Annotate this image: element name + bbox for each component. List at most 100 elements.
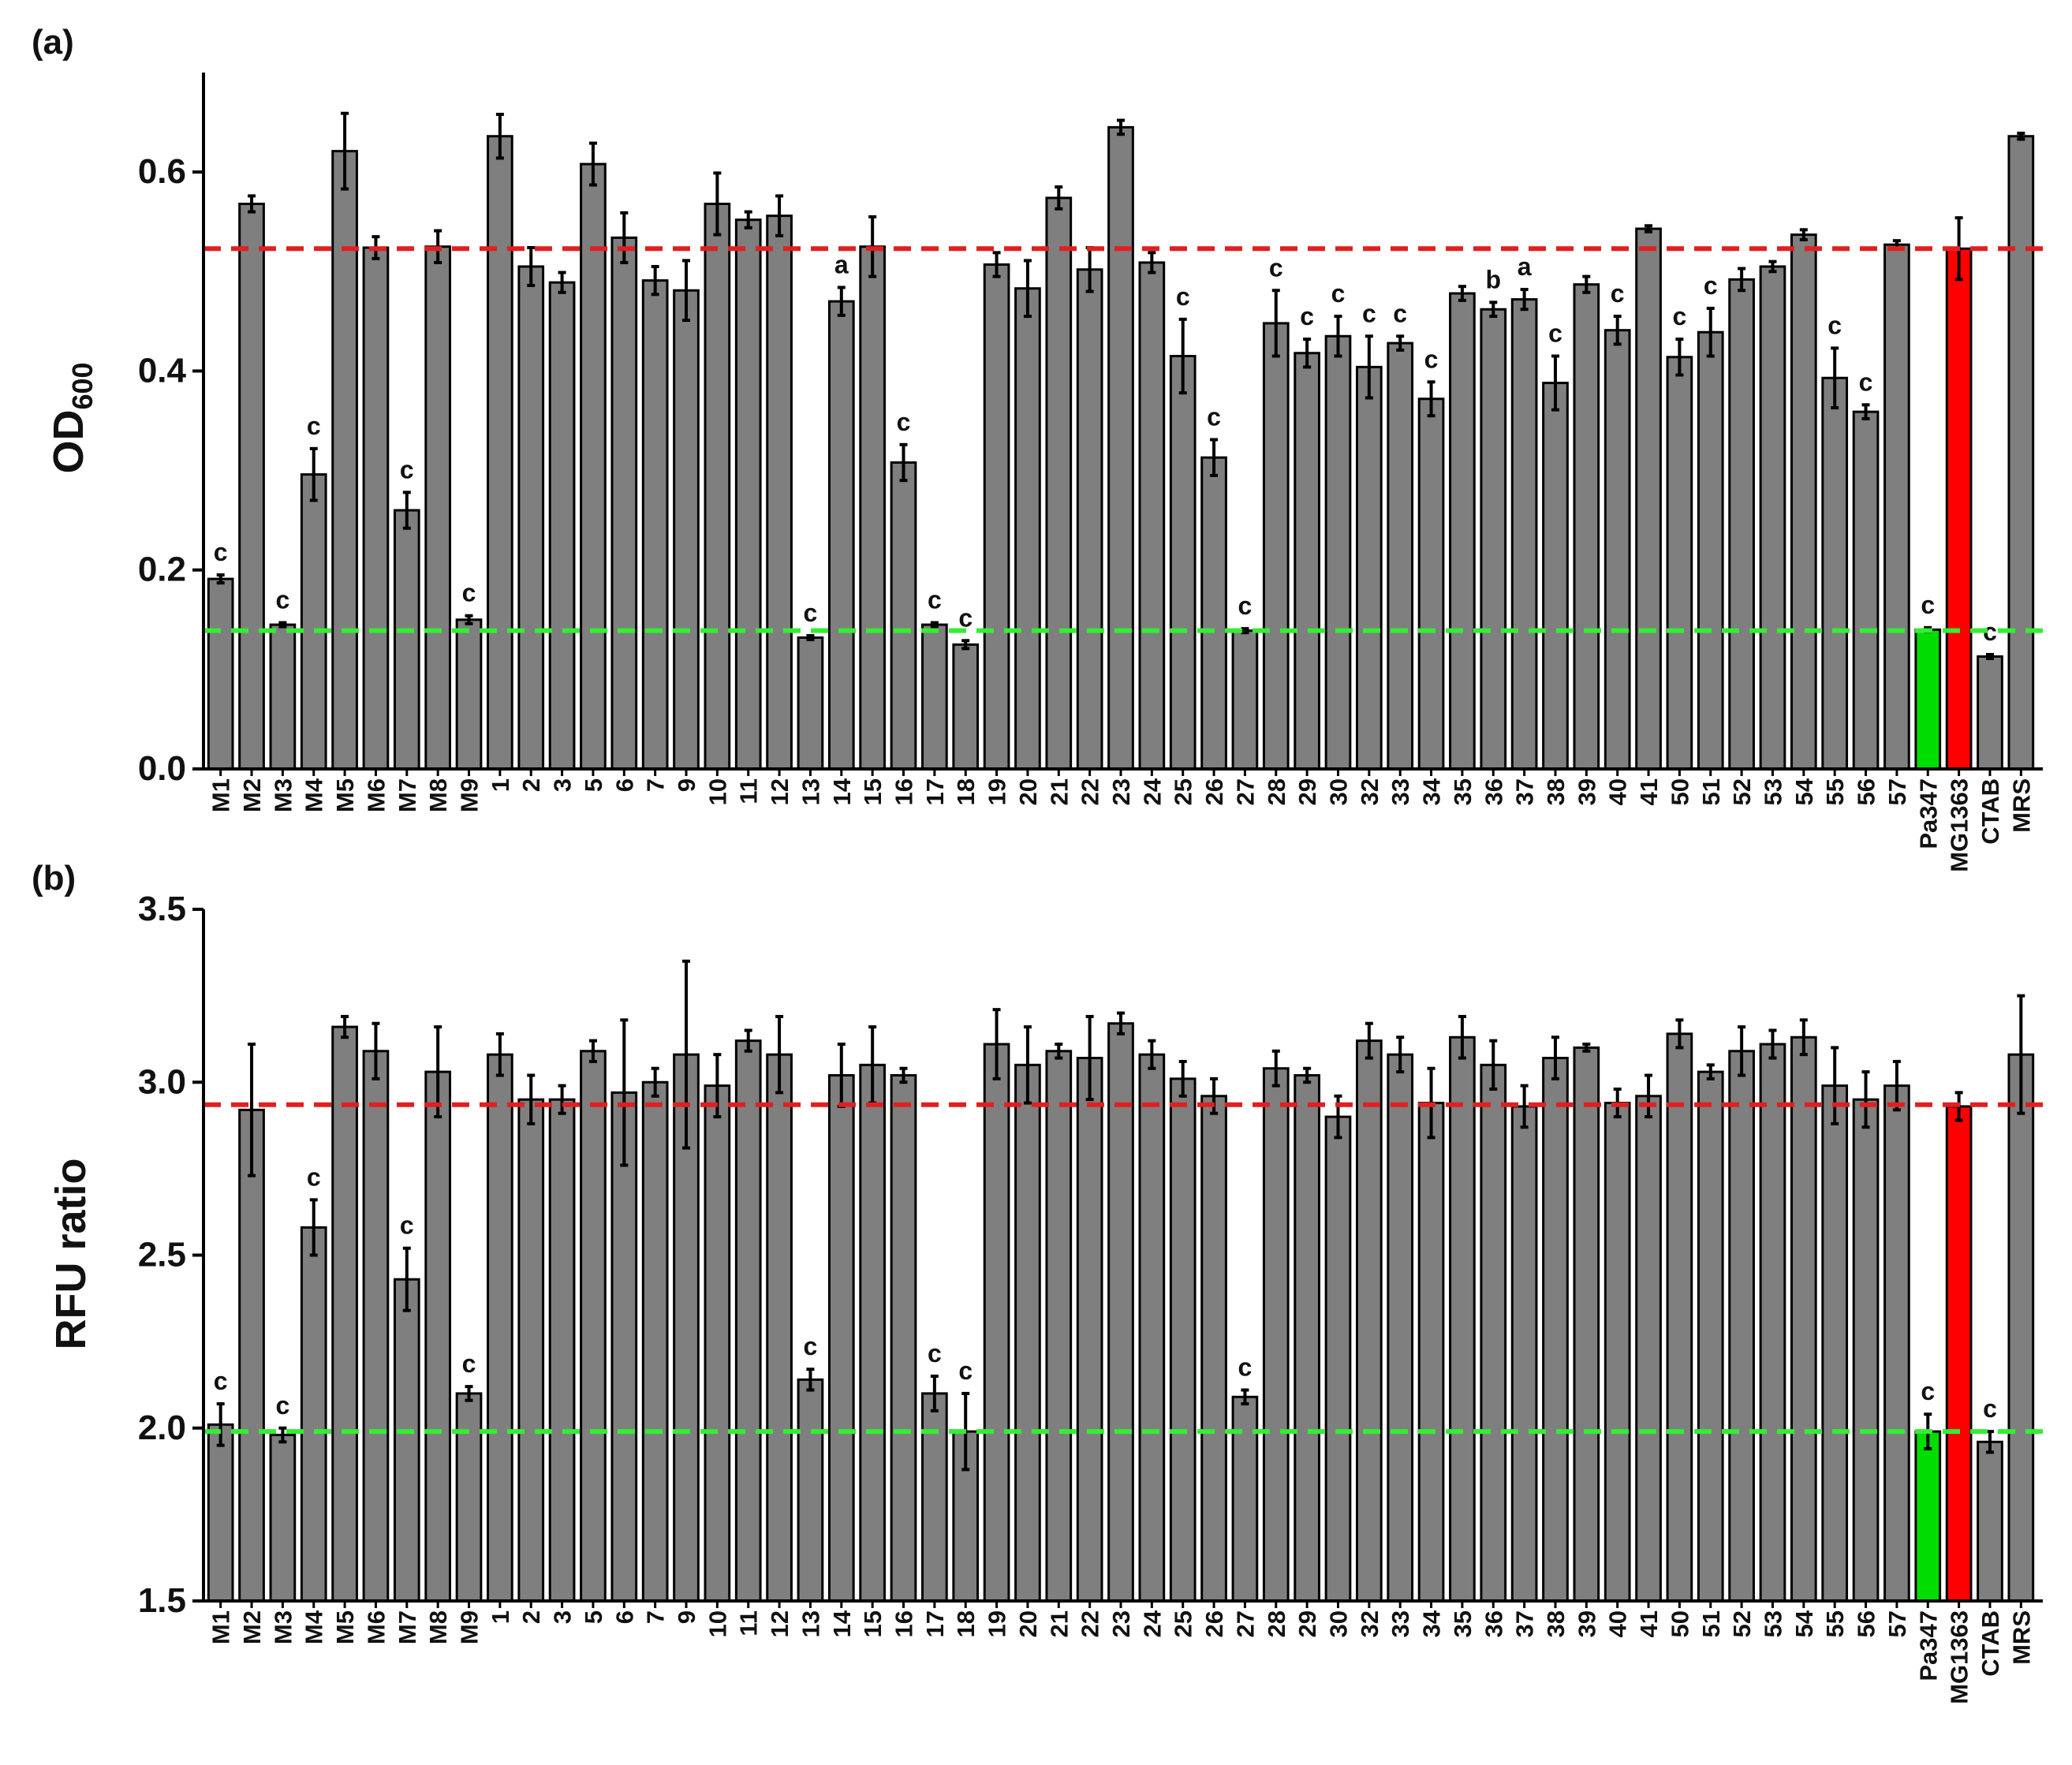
panel-b-bar-1 (487, 1053, 513, 1603)
panel-b-x-tick-label-M6: M6 (362, 1610, 390, 1644)
panel-a-x-tick-label-28: 28 (1263, 778, 1290, 805)
panel-a-x-tick-label-19: 19 (984, 778, 1011, 805)
panel-b-x-tick-label-20: 20 (1014, 1610, 1042, 1637)
panel-b-x-tick-label-17: 17 (921, 1610, 949, 1637)
panel-b-significance-17: c (928, 1339, 942, 1368)
panel-b-y-axis-label: RFU ratio (47, 1159, 95, 1350)
panel-a-bar-13 (797, 636, 824, 771)
panel-a-bar-5 (580, 162, 607, 771)
panel-b-x-tick-label-21: 21 (1045, 1610, 1073, 1637)
panel-a-bar-M4 (300, 473, 327, 771)
panel-a-bar-M9 (455, 618, 483, 771)
panel-b-x-tick-label-57: 57 (1883, 1610, 1911, 1637)
panel-a-bar-M8 (424, 245, 452, 771)
panel-a-significance-51: c (1704, 271, 1718, 300)
panel-a-x-tick-label-23: 23 (1107, 778, 1135, 805)
panel-a-x-tick-label-M4: M4 (301, 778, 328, 812)
panel-b-bar-25 (1169, 1077, 1197, 1603)
panel-a-bar-3 (548, 281, 576, 771)
panel-b-significance-M3: c (275, 1391, 289, 1420)
panel-a-x-tick-label-37: 37 (1511, 778, 1539, 805)
panel-a-bar-1 (487, 135, 513, 771)
panel-a-x-tick-label-17: 17 (921, 778, 949, 805)
panel-a-x-tick-label-6: 6 (610, 778, 638, 792)
panel-a-x-tick-label-29: 29 (1294, 778, 1321, 805)
panel-a-significance-56: c (1859, 368, 1873, 396)
panel-b-x-tick-label-M5: M5 (331, 1610, 359, 1644)
panel-a-x-tick-label-M3: M3 (269, 778, 297, 812)
panel-a-bar-52 (1728, 278, 1755, 771)
panel-b-bar-21 (1045, 1050, 1073, 1603)
panel-b-x-tick-label-5: 5 (580, 1610, 607, 1624)
panel-b-x-tick-label-M7: M7 (394, 1610, 421, 1644)
panel-b-bar-37 (1510, 1105, 1538, 1603)
panel-a-bar-7 (641, 279, 669, 771)
panel-a-bar-Pa347 (1914, 628, 1942, 771)
panel-b-x-tick-label-M8: M8 (424, 1610, 452, 1644)
panel-b-bar-17 (921, 1392, 948, 1603)
panel-a-bar-23 (1107, 125, 1134, 771)
panel-a-significance-36: b (1485, 265, 1501, 293)
panel-b-significance-Pa347: c (1921, 1377, 1935, 1405)
panel-b-x-tick-label-23: 23 (1107, 1610, 1135, 1637)
panel-b-bar-MG1363 (1945, 1105, 1973, 1603)
panel-a-x-tick-label-MG1363: MG1363 (1946, 778, 1973, 872)
panel-a-bar-6 (610, 236, 638, 771)
panel-a-x-tick-label-M2: M2 (238, 778, 266, 812)
panel-a-y-tick-label-1: 0.2 (138, 550, 186, 589)
panel-b-x-tick-label-11: 11 (735, 1610, 763, 1636)
panel-b-y-tick-label-2: 2.5 (138, 1236, 186, 1274)
panel-a-bar-19 (983, 263, 1010, 771)
panel-a-significance-50: c (1673, 302, 1687, 330)
panel-a-significance-14: a (834, 250, 849, 278)
panel-b-bar-11 (734, 1039, 762, 1603)
panel-a-x-tick-label-M5: M5 (331, 778, 359, 812)
panel-b-x-tick-label-25: 25 (1170, 1610, 1197, 1637)
panel-b-x-tick-label-7: 7 (642, 1610, 670, 1624)
panel-b-bar-53 (1759, 1043, 1786, 1603)
panel-a-bar-35 (1449, 292, 1476, 771)
panel-a-bar-54 (1790, 233, 1817, 771)
panel-a-x-tick-label-M7: M7 (394, 778, 421, 812)
panel-a-x-tick-label-CTAB: CTAB (1977, 778, 2004, 845)
panel-a-bar-9 (673, 289, 700, 771)
panel-b-x-tick-label-M1: M1 (207, 1610, 235, 1644)
panel-a-bar-M1 (207, 577, 234, 771)
panel-a-x-tick-label-36: 36 (1480, 778, 1507, 805)
panel-b-bar-52 (1728, 1050, 1755, 1603)
panel-a-significance-55: c (1827, 311, 1842, 339)
panel-b-bar-16 (890, 1073, 917, 1603)
panel-b-bar-12 (766, 1053, 793, 1603)
panel-a-x-tick-label-53: 53 (1759, 778, 1786, 805)
panel-b-bar-54 (1790, 1035, 1817, 1603)
panel-a-bar-41 (1635, 227, 1662, 771)
panel-a-x-tick-label-12: 12 (766, 778, 793, 805)
panel-b-bar-22 (1076, 1057, 1103, 1603)
panel-a-y-tick-label-2: 0.4 (138, 351, 187, 390)
panel-b-x-tick-label-12: 12 (766, 1610, 793, 1637)
panel-b-bar-5 (580, 1050, 607, 1603)
panel-a-bar-55 (1821, 376, 1849, 771)
panel-a-bar-M5 (331, 150, 358, 771)
panel-a-bar-2 (517, 265, 545, 771)
panel-b-x-tick-label-24: 24 (1138, 1610, 1166, 1637)
panel-b-bar-40 (1603, 1102, 1631, 1603)
panel-b-x-tick-label-37: 37 (1511, 1610, 1539, 1637)
panel-a-bar-27 (1231, 629, 1259, 771)
panel-b-bar-29 (1294, 1073, 1320, 1603)
panel-a-significance-33: c (1393, 299, 1407, 327)
panel-b-bar-51 (1697, 1070, 1724, 1603)
panel-a-bar-24 (1138, 261, 1166, 771)
panel-a-x-tick-label-32: 32 (1356, 778, 1383, 805)
panel-b-bar-20 (1014, 1063, 1041, 1603)
panel-b-x-tick-label-33: 33 (1387, 1610, 1414, 1637)
panel-a-bar-15 (859, 245, 887, 771)
panel-a-significance-29: c (1300, 302, 1314, 330)
panel-a-x-tick-label-54: 54 (1790, 778, 1818, 805)
panel-a-x-tick-label-22: 22 (1077, 778, 1104, 805)
panel-a-x-tick-label-25: 25 (1170, 778, 1197, 805)
panel-a-bar-25 (1169, 355, 1197, 771)
panel-a-significance-27: c (1238, 591, 1253, 620)
panel-b-bar-15 (859, 1063, 887, 1603)
panel-b-bar-M3 (269, 1434, 297, 1603)
